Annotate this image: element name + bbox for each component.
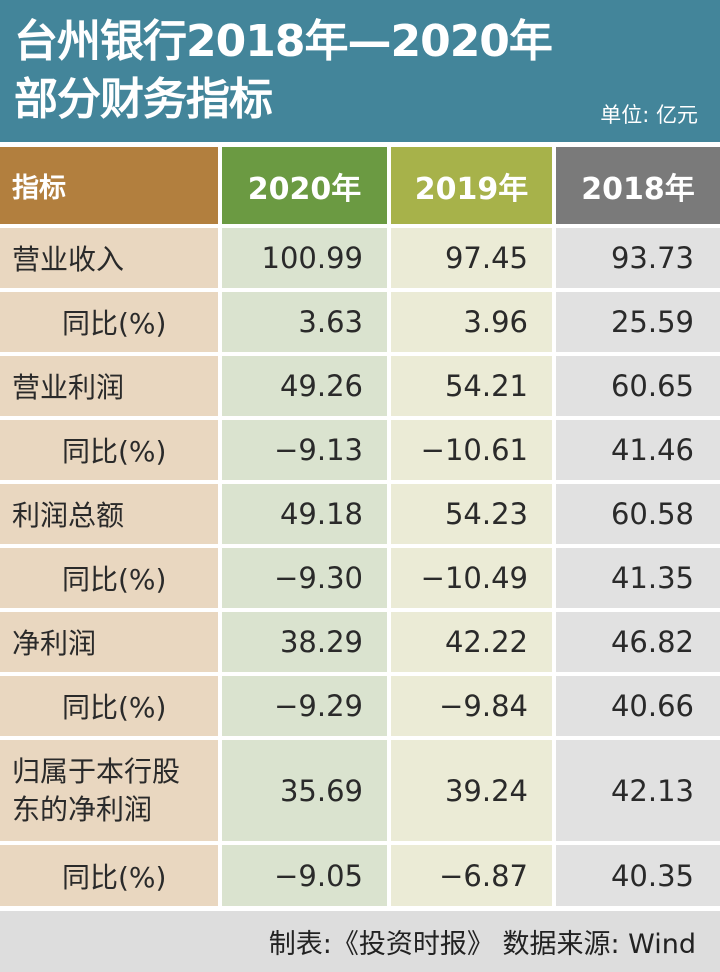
row-label: 同比(%) — [0, 292, 218, 352]
value-2020: 49.26 — [222, 356, 387, 416]
table-row: 同比(%) 3.63 3.96 25.59 — [0, 292, 720, 352]
value-2020: 3.63 — [222, 292, 387, 352]
value-2018: 60.58 — [556, 484, 720, 544]
value-2019: 42.22 — [391, 612, 552, 672]
row-label: 同比(%) — [0, 845, 218, 906]
value-2018: 42.13 — [556, 740, 720, 841]
value-2018: 41.46 — [556, 420, 720, 480]
title-banner: 台州银行2018年—2020年 部分财务指标 单位: 亿元 — [0, 0, 720, 142]
value-2020: 49.18 — [222, 484, 387, 544]
table-row: 同比(%) −9.05 −6.87 40.35 — [0, 845, 720, 906]
header-indicator: 指标 — [0, 147, 218, 224]
unit-label: 单位: 亿元 — [600, 103, 698, 127]
value-2018: 40.35 — [556, 845, 720, 906]
table-header-row: 指标 2020年 2019年 2018年 — [0, 147, 720, 224]
row-label: 同比(%) — [0, 676, 218, 736]
row-label: 同比(%) — [0, 420, 218, 480]
row-label: 营业利润 — [0, 356, 218, 416]
value-2019: −6.87 — [391, 845, 552, 906]
value-2020: 38.29 — [222, 612, 387, 672]
value-2020: −9.05 — [222, 845, 387, 906]
value-2019: 39.24 — [391, 740, 552, 841]
value-2019: 97.45 — [391, 228, 552, 288]
row-label: 营业收入 — [0, 228, 218, 288]
table-row: 营业收入 100.99 97.45 93.73 — [0, 228, 720, 288]
value-2020: 35.69 — [222, 740, 387, 841]
value-2019: −10.49 — [391, 548, 552, 608]
source-credit: 制表:《投资时报》 数据来源: Wind — [268, 929, 696, 960]
row-label-line-1: 归属于本行股 — [12, 754, 181, 788]
value-2019: 3.96 — [391, 292, 552, 352]
title-line-2: 部分财务指标 — [14, 74, 273, 125]
value-2020: −9.29 — [222, 676, 387, 736]
table-row: 净利润 38.29 42.22 46.82 — [0, 612, 720, 672]
value-2019: −10.61 — [391, 420, 552, 480]
title-line-1: 台州银行2018年—2020年 — [14, 16, 553, 67]
value-2020: 100.99 — [222, 228, 387, 288]
row-label: 归属于本行股 东的净利润 — [0, 740, 218, 841]
table-row: 归属于本行股 东的净利润 35.69 39.24 42.13 — [0, 740, 720, 841]
row-label: 利润总额 — [0, 484, 218, 544]
table-row: 利润总额 49.18 54.23 60.58 — [0, 484, 720, 544]
header-2019: 2019年 — [391, 147, 552, 224]
footer-bar: 制表:《投资时报》 数据来源: Wind — [0, 911, 720, 972]
table-row: 同比(%) −9.30 −10.49 41.35 — [0, 548, 720, 608]
value-2019: 54.21 — [391, 356, 552, 416]
value-2019: 54.23 — [391, 484, 552, 544]
value-2019: −9.84 — [391, 676, 552, 736]
table-row: 同比(%) −9.13 −10.61 41.46 — [0, 420, 720, 480]
value-2018: 93.73 — [556, 228, 720, 288]
row-label: 同比(%) — [0, 548, 218, 608]
value-2018: 40.66 — [556, 676, 720, 736]
row-label-line-2: 东的净利润 — [12, 792, 153, 826]
value-2018: 25.59 — [556, 292, 720, 352]
value-2020: −9.13 — [222, 420, 387, 480]
row-label: 净利润 — [0, 612, 218, 672]
value-2020: −9.30 — [222, 548, 387, 608]
table-row: 同比(%) −9.29 −9.84 40.66 — [0, 676, 720, 736]
value-2018: 46.82 — [556, 612, 720, 672]
header-2020: 2020年 — [222, 147, 387, 224]
value-2018: 60.65 — [556, 356, 720, 416]
table-row: 营业利润 49.26 54.21 60.65 — [0, 356, 720, 416]
value-2018: 41.35 — [556, 548, 720, 608]
header-2018: 2018年 — [556, 147, 720, 224]
